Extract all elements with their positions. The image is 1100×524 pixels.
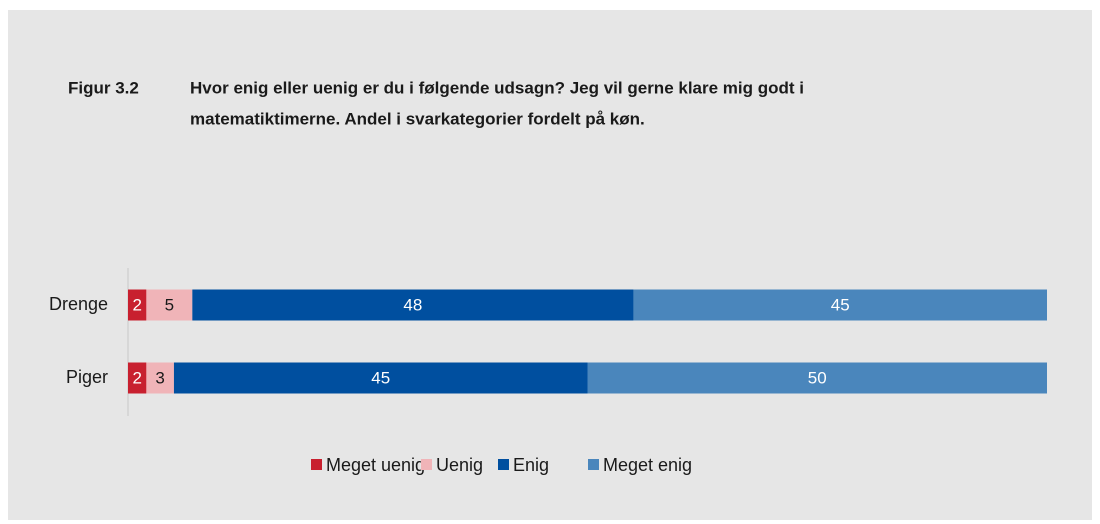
legend-swatch <box>421 459 432 470</box>
chart-title: Hvor enig eller uenig er du i følgende u… <box>190 78 804 97</box>
value-label: 48 <box>403 295 422 314</box>
bar-segment <box>128 289 147 321</box>
value-label: 50 <box>808 368 827 387</box>
bar-segment <box>633 289 1047 321</box>
value-label: 3 <box>155 368 164 387</box>
bar-segment <box>587 362 1047 394</box>
bar-segment <box>128 362 147 394</box>
bar-segment <box>146 362 174 394</box>
bar-segment <box>192 289 634 321</box>
figure-label: Figur 3.2 <box>68 78 139 97</box>
panel <box>8 10 1092 520</box>
category-label: Drenge <box>49 294 108 314</box>
category-label: Piger <box>66 367 108 387</box>
legend-label: Meget enig <box>603 455 692 475</box>
chart-title: matematiktimerne. Andel i svarkategorier… <box>190 109 645 128</box>
legend-swatch <box>588 459 599 470</box>
value-label: 45 <box>831 295 850 314</box>
legend-label: Enig <box>513 455 549 475</box>
legend-swatch <box>311 459 322 470</box>
bar-segment <box>173 362 588 394</box>
value-label: 45 <box>371 368 390 387</box>
value-label: 5 <box>165 295 174 314</box>
bar-segment <box>146 289 193 321</box>
value-label: 2 <box>132 368 141 387</box>
value-label: 2 <box>132 295 141 314</box>
legend-swatch <box>498 459 509 470</box>
legend-label: Uenig <box>436 455 483 475</box>
legend-label: Meget uenig <box>326 455 425 475</box>
